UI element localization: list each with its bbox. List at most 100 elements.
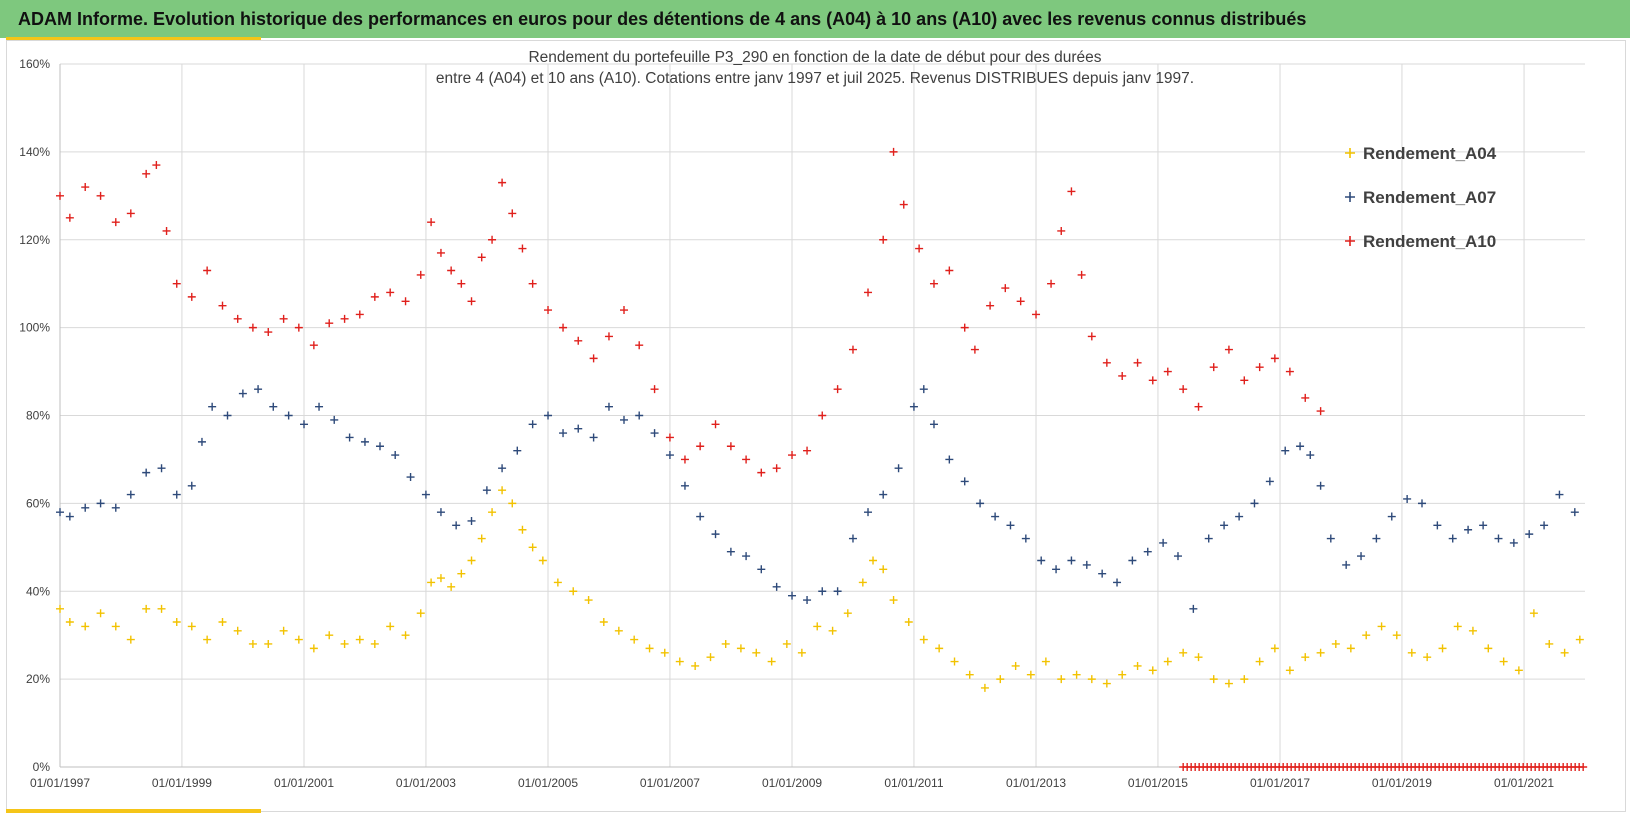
data-point [894, 464, 903, 473]
data-point [788, 591, 797, 600]
data-point [96, 609, 105, 618]
data-point [1194, 402, 1203, 411]
data-point [544, 411, 553, 420]
data-point [1077, 270, 1086, 279]
data-point [142, 468, 151, 477]
data-point [950, 657, 959, 666]
page-title: ADAM Informe. Evolution historique des p… [18, 8, 1307, 29]
data-point [559, 323, 568, 332]
data-point [172, 490, 181, 499]
data-point [696, 442, 705, 451]
data-point [238, 389, 247, 398]
data-point [142, 169, 151, 178]
data-point [1179, 385, 1188, 394]
chart-title-line2: entre 4 (A04) et 10 ans (A10). Cotations… [436, 70, 1194, 87]
data-point [1392, 631, 1401, 640]
data-point [559, 429, 568, 438]
data-point [848, 534, 857, 543]
legend-entry: Rendement_A04 [1345, 144, 1497, 163]
data-point [660, 648, 669, 657]
x-axis-ticks: 01/01/1997 01/01/1999 01/01/2001 01/01/2003… [30, 776, 1554, 790]
data-point [1204, 534, 1213, 543]
data-point [223, 411, 232, 420]
data-point [56, 508, 64, 517]
data-point [945, 455, 954, 464]
data-point [1346, 644, 1355, 653]
x-tick-label: 01/01/1997 [30, 776, 90, 790]
data-point [498, 486, 507, 495]
y-tick-label: 80% [26, 409, 50, 423]
x-tick-label: 01/01/2009 [762, 776, 822, 790]
data-point [1026, 670, 1035, 679]
data-point [1082, 560, 1091, 569]
data-point [864, 288, 873, 297]
data-point [457, 569, 466, 578]
data-point [970, 345, 979, 354]
data-point [803, 446, 812, 455]
data-point [513, 446, 522, 455]
data-point [81, 183, 90, 192]
data-point [1224, 345, 1233, 354]
data-point [1032, 310, 1041, 319]
data-point [630, 635, 639, 644]
data-point [742, 552, 751, 561]
data-point [965, 670, 974, 679]
data-point [1555, 490, 1564, 499]
data-point [65, 618, 74, 627]
data-point [1067, 556, 1076, 565]
data-point [1006, 521, 1015, 530]
data-point [1179, 648, 1188, 657]
data-point [294, 323, 303, 332]
data-point [1133, 358, 1142, 367]
data-point [330, 415, 339, 424]
data-point [427, 218, 436, 227]
data-point [254, 385, 263, 394]
data-point [584, 596, 593, 605]
legend-label: Rendement_A10 [1363, 232, 1496, 251]
x-tick-label: 01/01/2021 [1494, 776, 1554, 790]
data-point [960, 477, 969, 486]
data-point [1159, 538, 1168, 547]
data-point [772, 464, 781, 473]
data-point [233, 626, 242, 635]
data-point [264, 328, 273, 337]
data-point [406, 473, 415, 482]
data-point [915, 244, 924, 253]
data-point [1331, 639, 1340, 648]
data-point [56, 604, 64, 613]
data-point [1173, 552, 1182, 561]
data-point [96, 499, 105, 508]
data-point [1016, 297, 1025, 306]
data-point [1220, 521, 1229, 530]
data-point [1067, 187, 1076, 196]
data-point [187, 481, 196, 490]
data-point [1118, 670, 1127, 679]
data-point [1265, 477, 1274, 486]
data-point [1545, 639, 1554, 648]
x-tick-label: 01/01/2013 [1006, 776, 1066, 790]
data-point [172, 618, 181, 627]
data-point [360, 437, 369, 446]
data-point [309, 341, 318, 350]
data-point [680, 481, 689, 490]
data-point [899, 200, 908, 209]
data-point [457, 279, 466, 288]
data-point [818, 587, 827, 596]
data-point [1087, 332, 1096, 341]
data-point [726, 442, 735, 451]
data-point [675, 657, 684, 666]
data-point [56, 191, 64, 200]
series-Rendement_A10 [56, 147, 1325, 477]
data-point [1250, 499, 1259, 508]
chart-frame [6, 40, 1626, 812]
data-point [1143, 547, 1152, 556]
legend-marker [1345, 192, 1355, 202]
y-axis-ticks: 0% 20% 40% 60% 80% 100% 120% 140% 160% [19, 57, 50, 774]
data-point [1189, 604, 1198, 613]
data-point [991, 512, 1000, 521]
data-point [162, 226, 171, 235]
data-point [696, 512, 705, 521]
data-point [782, 639, 791, 648]
data-point [1041, 657, 1050, 666]
